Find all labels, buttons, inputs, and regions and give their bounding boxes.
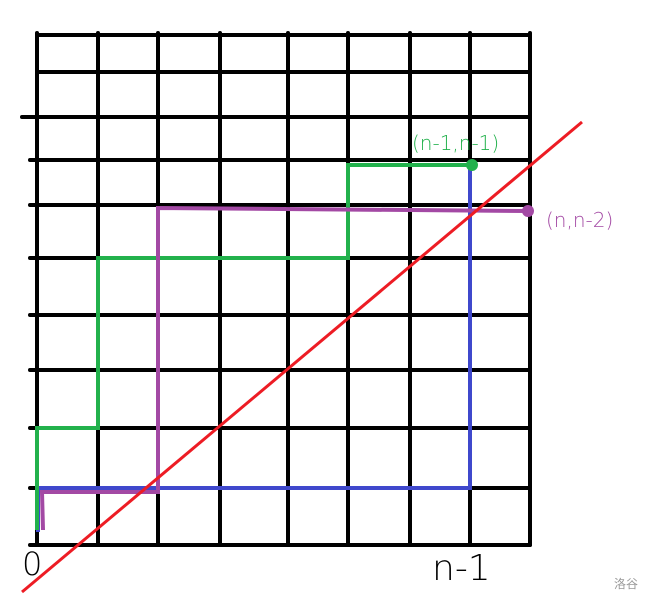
green-endpoint <box>466 159 478 171</box>
purple-endpoint <box>522 205 534 217</box>
watermark: 洛谷 <box>614 577 639 591</box>
origin-label: 0 <box>22 545 43 583</box>
green-path <box>35 163 472 530</box>
x-end-label: n-1 <box>432 548 491 589</box>
grid <box>20 31 532 547</box>
blue-path <box>36 165 472 532</box>
purple-path <box>39 205 529 531</box>
diagonal-line <box>21 120 583 594</box>
purple-point-label: (n,n-2) <box>546 208 614 232</box>
green-point-label: (n-1,n-1) <box>412 131 500 155</box>
